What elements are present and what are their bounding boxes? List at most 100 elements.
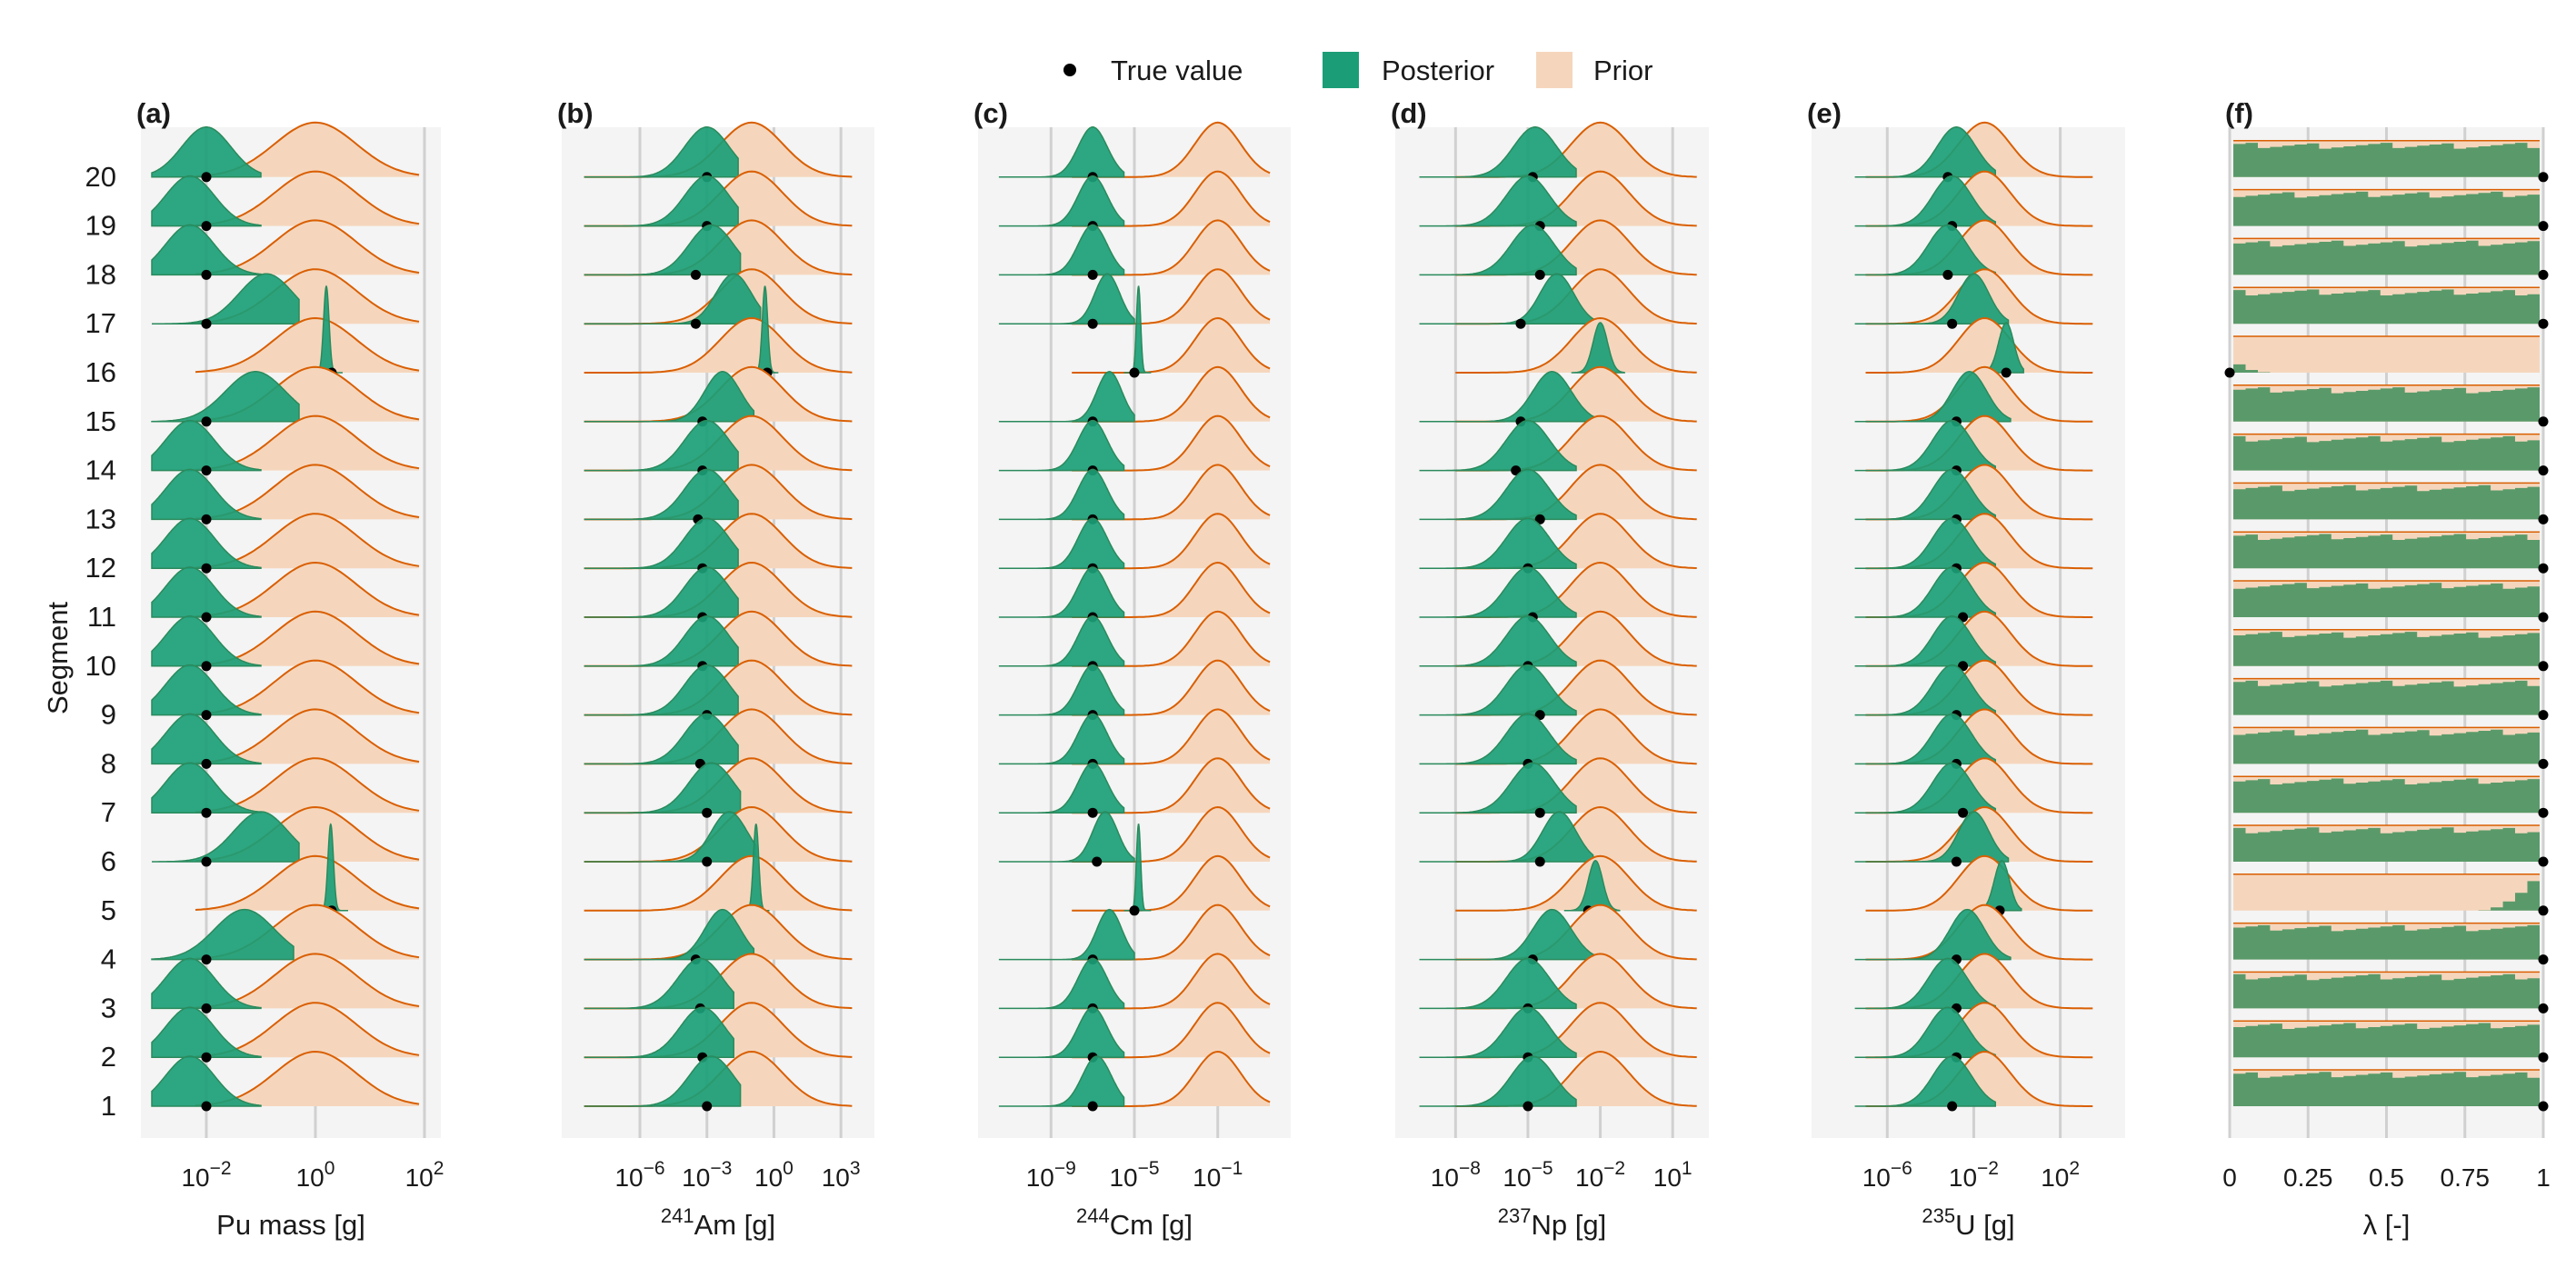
x-tick-label: 100 xyxy=(296,1158,335,1192)
prior-density xyxy=(1865,220,2093,275)
posterior-density xyxy=(151,1006,262,1058)
posterior-density xyxy=(1419,713,1577,765)
prior-density-outline xyxy=(1865,316,2093,374)
ridge-segment-12 xyxy=(1419,513,1697,574)
ridge-segment-4 xyxy=(151,904,420,965)
true-value-dot xyxy=(2538,758,2549,769)
prior-histogram xyxy=(2233,874,2540,911)
ridge-segment-17 xyxy=(2233,286,2549,329)
true-value-dot xyxy=(201,221,212,232)
prior-density xyxy=(1455,1003,1697,1058)
prior-density xyxy=(195,318,419,373)
y-tick-label: 20 xyxy=(85,161,116,193)
ridge-segment-6 xyxy=(584,805,853,867)
posterior-histogram xyxy=(2233,729,2540,764)
ridge-segment-2 xyxy=(151,1002,420,1063)
posterior-histogram xyxy=(2233,1023,2540,1058)
true-value-dot xyxy=(2538,1052,2549,1063)
prior-density xyxy=(584,318,853,373)
prior-density-outline xyxy=(1072,854,1271,912)
posterior-density xyxy=(584,175,739,227)
true-value-dot xyxy=(2538,905,2549,916)
ridge-segment-7 xyxy=(584,757,853,818)
prior-density xyxy=(195,660,419,715)
prior-density xyxy=(1865,758,2093,814)
ridge-segment-10 xyxy=(1419,610,1697,672)
prior-density xyxy=(1865,954,2093,1009)
ridge-segment-19 xyxy=(151,170,420,232)
y-tick-label: 6 xyxy=(101,845,116,877)
posterior-density xyxy=(1419,224,1577,276)
ridge-segment-13 xyxy=(1419,464,1697,524)
prior-density xyxy=(1455,1052,1697,1106)
posterior-density xyxy=(151,371,300,423)
ridge-segment-10 xyxy=(151,610,420,672)
y-tick-label: 12 xyxy=(85,552,116,584)
ridge-segment-9 xyxy=(1854,659,2093,721)
x-tick-label: 0.25 xyxy=(2283,1163,2333,1192)
ridge-segment-3 xyxy=(584,953,853,1013)
y-tick-label: 19 xyxy=(85,210,116,242)
posterior-density xyxy=(152,811,300,863)
true-value-dot xyxy=(201,172,212,183)
prior-density-outline xyxy=(195,854,420,911)
prior-density xyxy=(1865,415,2093,471)
panel-title: (a) xyxy=(136,97,171,129)
true-value-dot xyxy=(1958,807,1969,818)
ridge-segment-12 xyxy=(151,513,420,574)
prior-density xyxy=(1072,318,1271,373)
true-value-dot xyxy=(702,1101,713,1112)
y-tick-label: 11 xyxy=(87,601,116,633)
x-tick-label: 10−8 xyxy=(1431,1158,1481,1192)
prior-density xyxy=(1455,709,1697,764)
prior-density xyxy=(1455,464,1697,520)
y-tick-label: 15 xyxy=(85,405,116,437)
ridge-segment-1 xyxy=(151,1050,420,1112)
true-value-dot xyxy=(201,514,212,524)
x-tick-label: 0 xyxy=(2222,1163,2237,1192)
true-value-dot xyxy=(2538,1101,2549,1112)
posterior-density xyxy=(1854,126,1996,178)
posterior-density xyxy=(1419,1006,1577,1058)
posterior-density xyxy=(584,371,755,423)
legend-prior-swatch xyxy=(1536,52,1573,88)
true-value-dot xyxy=(1534,807,1545,818)
prior-density xyxy=(195,514,419,569)
true-value-dot xyxy=(1129,905,1140,916)
panel-title: (b) xyxy=(557,97,594,129)
true-value-dot xyxy=(201,416,212,427)
prior-density xyxy=(1072,1003,1271,1058)
posterior-density xyxy=(584,517,739,569)
ridge-segment-4 xyxy=(2233,922,2549,965)
posterior-density xyxy=(584,1006,734,1058)
true-value-dot xyxy=(1951,856,1962,867)
x-tick-label: 1 xyxy=(2536,1163,2551,1192)
true-value-dot xyxy=(1511,465,1522,476)
ridge-segment-9 xyxy=(998,659,1271,721)
ridge-segment-17 xyxy=(1854,268,2093,329)
y-tick-label: 14 xyxy=(85,454,116,486)
posterior-density xyxy=(998,371,1135,423)
prior-density xyxy=(1072,122,1271,177)
ridge-segment-5 xyxy=(1072,823,1271,916)
posterior-histogram xyxy=(2233,534,2540,569)
posterior-density xyxy=(998,126,1125,178)
ridge-segment-2 xyxy=(2233,1020,2549,1063)
ridge-segment-15 xyxy=(998,365,1271,427)
ridge-segment-14 xyxy=(151,414,420,476)
posterior-density xyxy=(1419,811,1594,863)
x-tick-label: 10−1 xyxy=(1193,1158,1243,1192)
posterior-density xyxy=(1854,419,1996,472)
y-tick-label: 9 xyxy=(101,699,116,731)
ridge-segment-12 xyxy=(584,513,853,574)
ridge-segment-19 xyxy=(1419,170,1697,232)
posterior-density xyxy=(998,224,1125,276)
true-value-dot xyxy=(1947,318,1958,329)
y-tick-label: 2 xyxy=(101,1041,116,1073)
panel-title: (e) xyxy=(1807,97,1842,129)
posterior-density xyxy=(1854,811,2010,863)
ridge-segment-15 xyxy=(151,365,420,427)
ridge-segment-15 xyxy=(1854,365,2093,427)
